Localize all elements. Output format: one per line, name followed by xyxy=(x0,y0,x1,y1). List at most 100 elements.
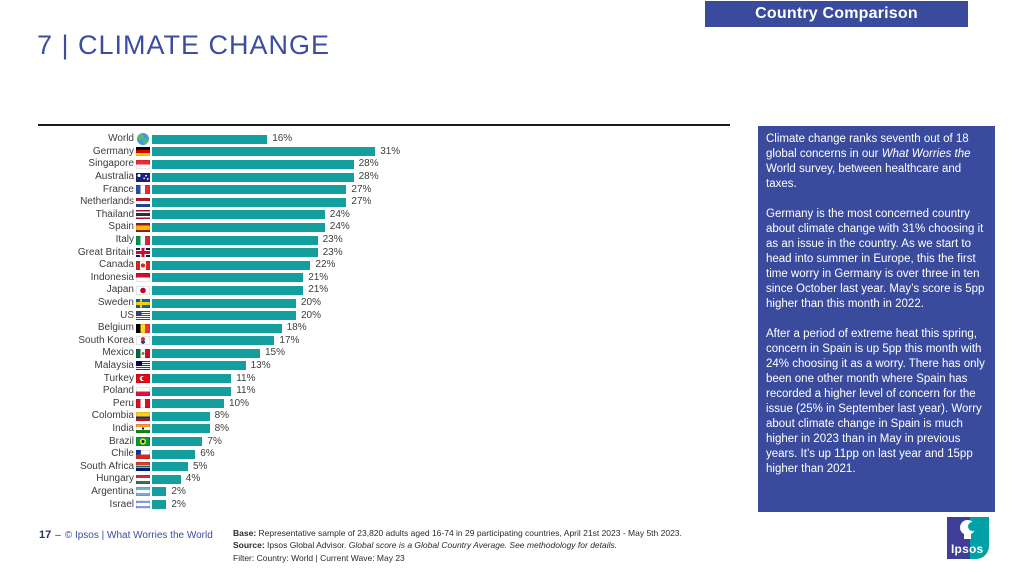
country-label: Hungary xyxy=(96,473,134,485)
flag-hungary-icon xyxy=(136,474,150,484)
chart-row: Belgium 18% xyxy=(38,322,730,335)
flag-cell xyxy=(134,209,152,222)
value-label: 6% xyxy=(200,448,215,460)
chart-row: Netherlands 27% xyxy=(38,196,730,209)
flag-belgium-icon xyxy=(136,323,150,333)
climate-change-bar-chart: World 16% Germany 31% Singapore 28% Australia 2… xyxy=(38,124,730,511)
page-number: 17 xyxy=(39,529,52,541)
flag-israel-icon xyxy=(136,500,150,510)
value-label: 13% xyxy=(250,359,271,371)
commentary-paragraph: Climate change ranks seventh out of 18 g… xyxy=(766,133,971,190)
chart-row: Germany 31% xyxy=(38,146,730,159)
flag-spain-icon xyxy=(136,222,150,232)
value-bar xyxy=(152,462,188,472)
country-label: Singapore xyxy=(88,158,134,170)
value-label: 2% xyxy=(171,498,186,510)
country-label: US xyxy=(120,309,134,321)
commentary-panel: Climate change ranks seventh out of 18 g… xyxy=(758,126,995,512)
value-label: 16% xyxy=(272,133,293,145)
value-label: 15% xyxy=(265,347,286,359)
value-bar xyxy=(152,172,354,182)
country-label: Spain xyxy=(108,221,134,233)
flag-cell xyxy=(134,460,152,473)
commentary-paragraph: Germany is the most concerned country ab… xyxy=(766,208,985,310)
flag-cell xyxy=(134,133,152,146)
copyright-text: © Ipsos | What Worries the World xyxy=(64,530,213,541)
flag-cell xyxy=(134,498,152,511)
country-label: Brazil xyxy=(108,435,134,447)
country-label: Peru xyxy=(112,397,134,409)
value-label: 31% xyxy=(380,145,401,157)
flag-singapore-icon xyxy=(136,159,150,169)
flag-peru-icon xyxy=(136,399,150,409)
value-bar xyxy=(152,411,210,421)
country-label: India xyxy=(112,422,134,434)
flag-cell xyxy=(134,146,152,159)
chart-row: Thailand 24% xyxy=(38,209,730,222)
flag-indonesia-icon xyxy=(136,273,150,283)
country-label: Argentina xyxy=(91,485,134,497)
ipsos-profile-neck xyxy=(964,533,971,539)
value-bar xyxy=(152,361,246,371)
value-bar xyxy=(152,474,181,484)
globe-icon xyxy=(137,133,149,146)
flag-cell xyxy=(134,234,152,247)
value-bar xyxy=(152,487,167,497)
footnotes: Base: Representative sample of 23,820 ad… xyxy=(233,527,682,564)
value-label: 11% xyxy=(236,385,256,397)
chart-row: Chile 6% xyxy=(38,448,730,461)
chart-rows: World 16% Germany 31% Singapore 28% Australia 2… xyxy=(38,133,730,511)
chart-row: India 8% xyxy=(38,423,730,436)
value-label: 21% xyxy=(308,271,329,283)
flag-mexico-icon xyxy=(136,348,150,358)
flag-cell xyxy=(134,397,152,410)
chart-row: Argentina 2% xyxy=(38,486,730,499)
country-label: Italy xyxy=(115,234,134,246)
flag-cell xyxy=(134,322,152,335)
value-bar xyxy=(152,285,304,295)
value-label: 24% xyxy=(329,221,350,233)
flag-cell xyxy=(134,309,152,322)
flag-cell xyxy=(134,183,152,196)
value-bar xyxy=(152,399,224,409)
chart-row: Hungary 4% xyxy=(38,473,730,486)
filter-note: Filter: Country: World | Current Wave: M… xyxy=(233,552,405,563)
flag-us-icon xyxy=(136,311,150,321)
source-note: Source: Ipsos Global Advisor. Global sco… xyxy=(233,540,618,551)
chart-row: Australia 28% xyxy=(38,171,730,184)
value-label: 7% xyxy=(207,435,222,447)
flag-sweden-icon xyxy=(136,298,150,308)
country-label: Chile xyxy=(111,448,134,460)
value-bar xyxy=(152,210,325,220)
chart-row: Indonesia 21% xyxy=(38,272,730,285)
value-bar xyxy=(152,235,318,245)
country-label: Canada xyxy=(98,259,134,271)
country-label: Netherlands xyxy=(80,196,134,208)
chart-row: Mexico 15% xyxy=(38,347,730,360)
country-label: France xyxy=(102,183,134,195)
chart-row: Singapore 28% xyxy=(38,158,730,171)
value-label: 28% xyxy=(358,158,379,170)
value-label: 10% xyxy=(229,397,250,409)
value-label: 20% xyxy=(301,309,322,321)
country-label: Sweden xyxy=(97,297,134,309)
country-comparison-badge: Country Comparison xyxy=(705,1,968,27)
flag-cell xyxy=(134,171,152,184)
flag-cell xyxy=(134,284,152,297)
value-bar xyxy=(152,323,282,333)
value-label: 4% xyxy=(185,473,201,485)
flag-italy-icon xyxy=(136,235,150,245)
flag-cell xyxy=(134,158,152,171)
country-label: Colombia xyxy=(91,410,134,422)
flag-france-icon xyxy=(136,185,150,195)
value-label: 18% xyxy=(286,322,307,334)
chart-row: Poland 11% xyxy=(38,385,730,398)
country-label: Germany xyxy=(92,145,134,157)
value-bar xyxy=(152,159,354,169)
flag-cell xyxy=(134,246,152,259)
flag-great-britain-icon xyxy=(136,248,150,258)
flag-cell xyxy=(134,473,152,486)
country-label: Poland xyxy=(102,385,134,397)
value-label: 24% xyxy=(329,208,350,220)
value-bar xyxy=(152,222,325,232)
